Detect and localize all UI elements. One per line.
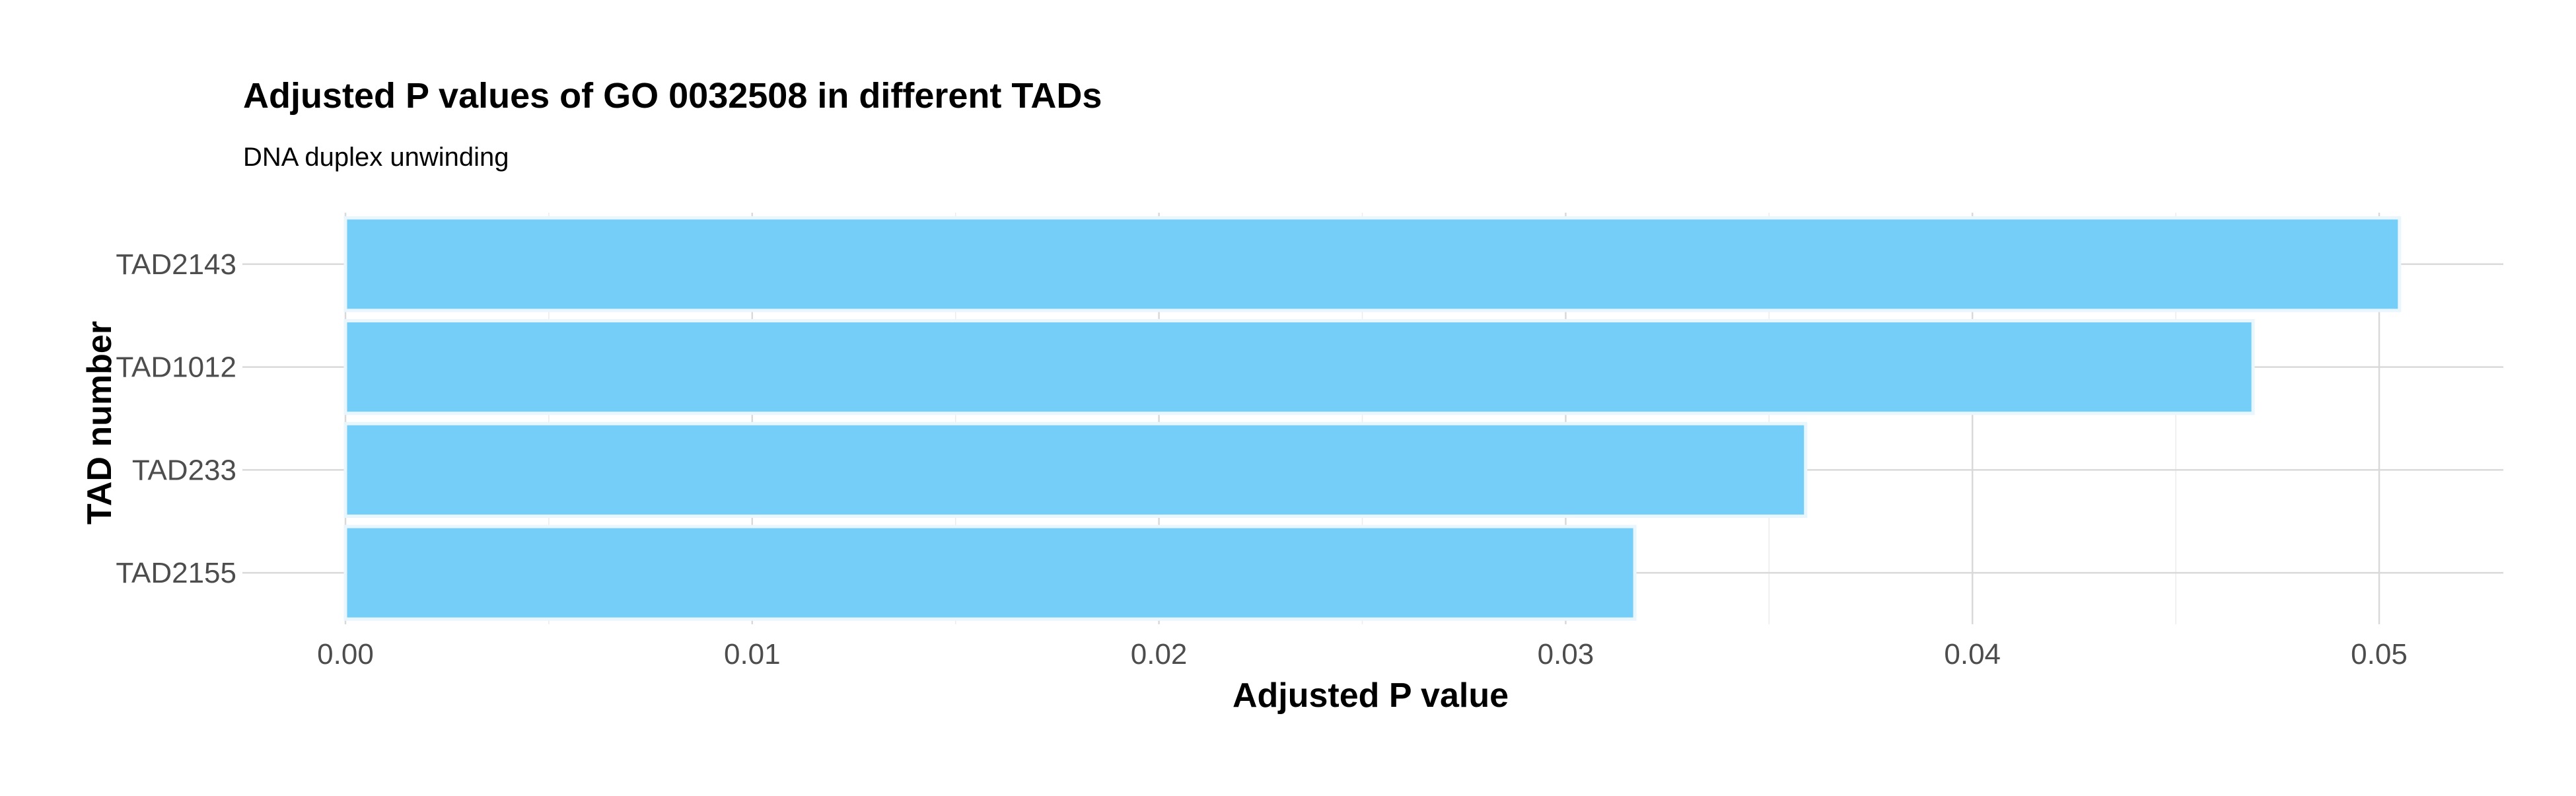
y-tick-labels: TAD2143 TAD1012 TAD233 TAD2155 [116, 248, 236, 589]
x-tick-label: 0.03 [1538, 638, 1594, 670]
x-axis-title: Adjusted P value [1233, 676, 1509, 715]
x-tick-label: 0.05 [2351, 638, 2408, 670]
y-axis-title: TAD number [81, 321, 119, 525]
bar-tad2143 [343, 216, 2402, 312]
x-tick-label: 0.01 [724, 638, 781, 670]
x-tick-labels: 0.00 0.01 0.02 0.03 0.04 0.05 [317, 638, 2408, 670]
y-tick-label: TAD1012 [116, 351, 236, 384]
y-tick-label: TAD233 [132, 454, 236, 486]
bar-tad1012 [343, 319, 2255, 416]
y-tick-label: TAD2155 [116, 557, 236, 589]
chart-title: Adjusted P values of GO 0032508 in diffe… [243, 76, 1102, 116]
bar-tad233 [343, 421, 1808, 518]
x-tick-label: 0.02 [1131, 638, 1188, 670]
bars [343, 216, 2402, 621]
x-tick-label: 0.04 [1944, 638, 2001, 670]
chart-subtitle: DNA duplex unwinding [243, 143, 509, 172]
x-tick-label: 0.00 [317, 638, 374, 670]
y-tick-label: TAD2143 [116, 248, 236, 281]
bar-tad2155 [343, 525, 1637, 621]
